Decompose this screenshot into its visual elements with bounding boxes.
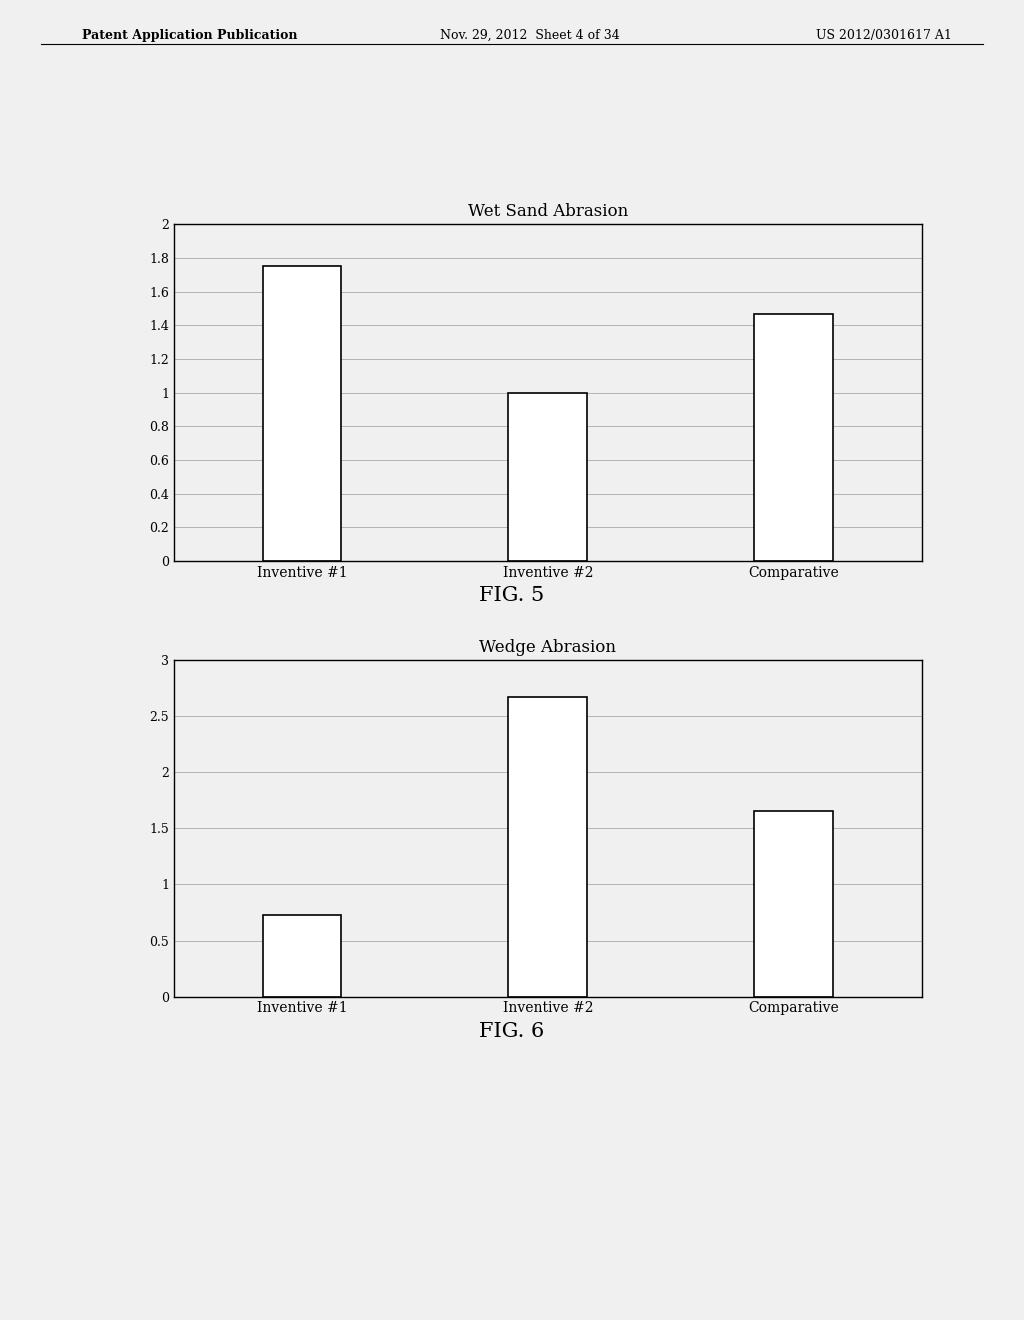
Text: US 2012/0301617 A1: US 2012/0301617 A1: [816, 29, 952, 42]
Bar: [755, 812, 834, 997]
Bar: [509, 697, 587, 997]
Bar: [755, 314, 834, 561]
Title: Wet Sand Abrasion: Wet Sand Abrasion: [468, 203, 628, 220]
Text: FIG. 5: FIG. 5: [479, 586, 545, 605]
Bar: [509, 393, 587, 561]
Text: Nov. 29, 2012  Sheet 4 of 34: Nov. 29, 2012 Sheet 4 of 34: [440, 29, 621, 42]
Bar: [262, 915, 341, 997]
Text: Patent Application Publication: Patent Application Publication: [82, 29, 297, 42]
Bar: [262, 267, 341, 561]
Text: FIG. 6: FIG. 6: [479, 1022, 545, 1040]
Title: Wedge Abrasion: Wedge Abrasion: [479, 639, 616, 656]
